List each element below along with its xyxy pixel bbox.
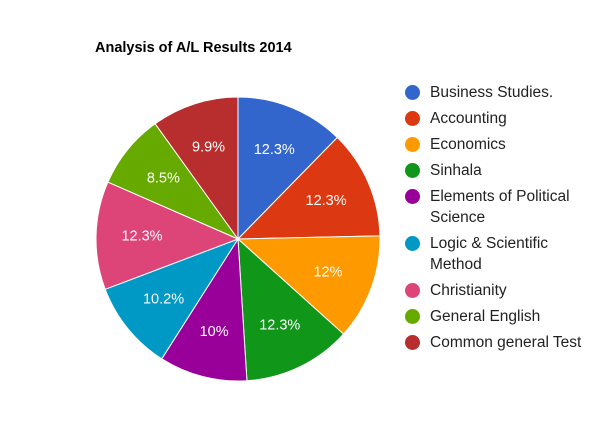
slice-percent-label: 8.5% xyxy=(147,171,180,187)
slice-percent-label: 12.3% xyxy=(259,317,300,333)
chart-legend: Business Studies. Accounting Economics Sinh… xyxy=(405,82,600,358)
legend-swatch xyxy=(405,85,420,100)
legend-swatch xyxy=(405,309,420,324)
pie-slice-labels: 12.3% 12.3% 12% 12.3% 10% 10.2% 12.3% 8.5% 9.9% xyxy=(121,140,346,340)
legend-swatch xyxy=(405,236,420,251)
slice-percent-label: 12.3% xyxy=(121,229,162,245)
pie-slice[interactable] xyxy=(237,96,339,241)
pie-slice[interactable] xyxy=(236,136,381,240)
chart-title: Analysis of A/L Results 2014 xyxy=(95,40,292,56)
slice-percent-label: 12% xyxy=(313,264,342,280)
slice-percent-label: 12.3% xyxy=(254,142,295,158)
legend-swatch xyxy=(405,163,420,178)
legend-swatch xyxy=(405,189,420,204)
legend-swatch xyxy=(405,111,420,126)
legend-label: Economics xyxy=(430,136,506,153)
pie-slices xyxy=(95,96,381,382)
pie-slice[interactable] xyxy=(237,237,345,382)
legend-item[interactable]: Common general Test xyxy=(405,332,600,353)
legend-label: Elements of Political Science xyxy=(430,188,570,226)
legend-item[interactable]: Logic & Scientific Method xyxy=(405,233,600,275)
legend-label: General English xyxy=(430,308,541,325)
pie-slice[interactable] xyxy=(154,96,239,241)
legend-label: Christianity xyxy=(430,282,507,299)
legend-label: Common general Test xyxy=(430,334,582,351)
legend-label: Accounting xyxy=(430,110,507,127)
legend-swatch xyxy=(405,283,420,298)
legend-label: Business Studies. xyxy=(430,84,554,101)
slice-percent-label: 10.2% xyxy=(143,292,184,308)
legend-item[interactable]: Accounting xyxy=(405,108,600,129)
legend-item[interactable]: Economics xyxy=(405,134,600,155)
legend-label: Sinhala xyxy=(430,162,482,179)
legend-swatch xyxy=(405,137,420,152)
slice-percent-label: 9.9% xyxy=(192,140,225,156)
pie-slice[interactable] xyxy=(104,238,240,360)
slice-percent-label: 10% xyxy=(200,324,229,340)
legend-swatch xyxy=(405,335,420,350)
slice-percent-label: 12.3% xyxy=(306,193,347,209)
legend-item[interactable]: General English xyxy=(405,306,600,327)
pie-slice[interactable] xyxy=(95,181,240,290)
pie-slice[interactable] xyxy=(161,237,248,382)
legend-item[interactable]: Business Studies. xyxy=(405,82,600,103)
legend-item[interactable]: Sinhala xyxy=(405,160,600,181)
legend-item[interactable]: Christianity xyxy=(405,280,600,301)
legend-label: Logic & Scientific Method xyxy=(430,235,549,273)
pie-slice[interactable] xyxy=(236,235,381,335)
legend-item[interactable]: Elements of Political Science xyxy=(405,186,600,228)
